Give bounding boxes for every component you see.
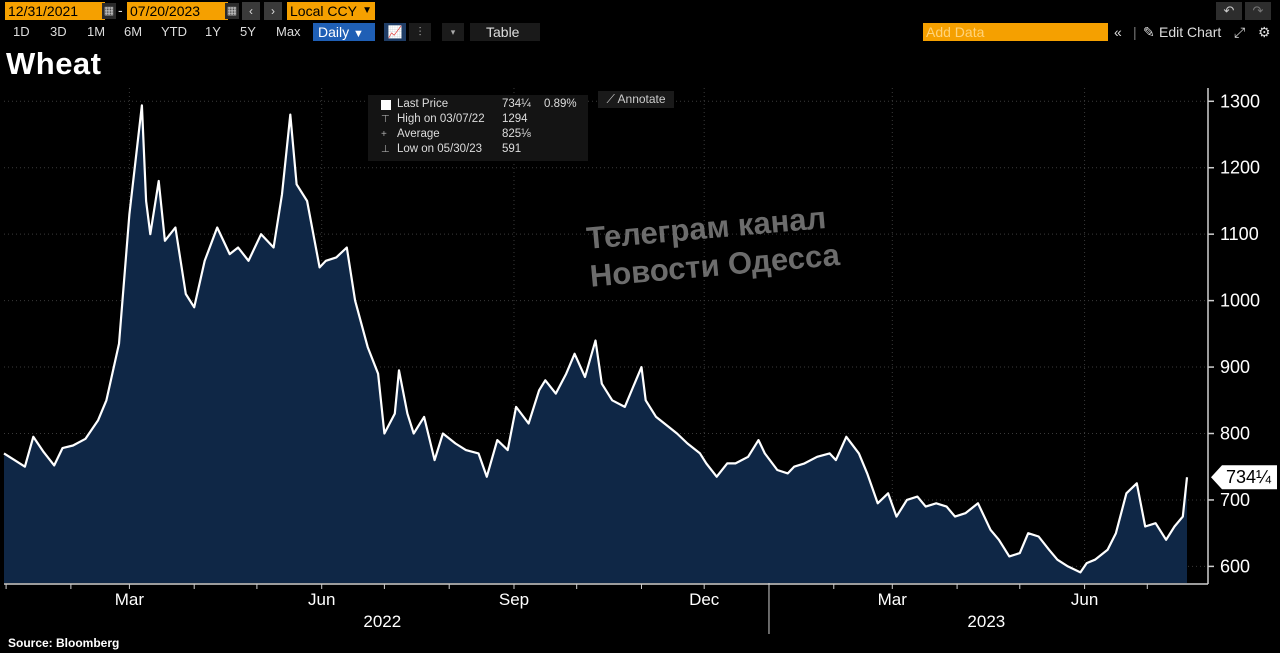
source-note: Source: Bloomberg	[8, 636, 120, 650]
legend-value: 825⅛	[502, 128, 531, 140]
legend-row-average: + Average 825⅛	[368, 127, 588, 142]
y-tick-label: 600	[1220, 556, 1250, 576]
y-tick-label: 700	[1220, 490, 1250, 510]
legend-row-low: ⊥ Low on 05/30/23 591	[368, 142, 588, 157]
start-date-field[interactable]: 12/31/2021	[5, 2, 105, 20]
last-price-tag-value: 734¼	[1226, 467, 1272, 487]
x-tick-label: Sep	[499, 590, 529, 609]
divider: |	[1133, 24, 1137, 40]
previous-period-button[interactable]: ‹	[242, 2, 260, 20]
bar-chart-icon[interactable]: ⫶	[409, 23, 431, 41]
legend-label: Last Price	[397, 98, 449, 110]
legend-label: Average	[397, 128, 440, 140]
range-1y[interactable]: 1Y	[205, 24, 221, 39]
calendar-icon[interactable]: ▦	[225, 3, 239, 19]
year-label: 2022	[363, 612, 401, 631]
table-button[interactable]: Table	[470, 23, 540, 41]
next-period-button[interactable]: ›	[264, 2, 282, 20]
expand-icon[interactable]: ⤢	[1234, 24, 1246, 40]
gear-icon[interactable]: ⚙	[1258, 24, 1271, 40]
legend-label: Low on 05/30/23	[397, 143, 483, 155]
legend-value: 734¼	[502, 98, 531, 110]
x-axis-labels: Mar Jun Sep Dec Mar Jun 2022 2023	[115, 590, 1099, 631]
currency-label: Local CCY	[290, 3, 357, 19]
date-separator: -	[118, 2, 123, 18]
legend-box: Last Price 734¼ 0.89% ⊤ High on 03/07/22…	[368, 95, 588, 161]
redo-icon[interactable]: ↷	[1245, 2, 1271, 20]
y-tick-label: 1000	[1220, 291, 1260, 311]
y-tick-label: 1200	[1220, 158, 1260, 178]
x-tick-label: Mar	[115, 590, 145, 609]
annotate-label: Annotate	[617, 92, 666, 106]
x-tick-label: Jun	[308, 590, 335, 609]
legend-change: 0.89%	[544, 98, 577, 110]
low-marker-icon: ⊥	[381, 144, 390, 155]
end-date-field[interactable]: 07/20/2023	[127, 2, 228, 20]
chevron-down-icon: ▼	[362, 5, 372, 16]
currency-select[interactable]: Local CCY ▼	[287, 2, 375, 20]
range-1d[interactable]: 1D	[13, 24, 30, 39]
edit-chart-button[interactable]: Edit Chart	[1159, 24, 1222, 40]
average-marker-icon: +	[381, 129, 387, 140]
range-3d[interactable]: 3D	[50, 24, 67, 39]
y-tick-label: 1300	[1220, 91, 1260, 111]
y-axis-labels: 600 700 800 900 1000 1100 1200 1300	[1208, 91, 1260, 576]
range-1m[interactable]: 1M	[87, 24, 106, 39]
chevron-down-icon: ▼	[353, 28, 364, 40]
year-label: 2023	[967, 612, 1005, 631]
legend-row-high: ⊤ High on 03/07/22 1294	[368, 112, 588, 127]
pencil-icon[interactable]: ✎	[1143, 24, 1155, 40]
x-tick-label: Mar	[878, 590, 908, 609]
x-tick-label: Jun	[1071, 590, 1098, 609]
legend-label: High on 03/07/22	[397, 113, 485, 125]
undo-icon[interactable]: ↶	[1216, 2, 1242, 20]
range-6m[interactable]: 6M	[124, 24, 143, 39]
collapse-icon[interactable]: «	[1114, 24, 1122, 40]
chart-type-dropdown-icon[interactable]: ▾	[442, 23, 464, 41]
x-tick-label: Dec	[689, 590, 720, 609]
pencil-icon: ⟋	[606, 92, 615, 106]
legend-row-last-price[interactable]: Last Price 734¼ 0.89%	[368, 97, 588, 112]
last-price-tag: 734¼	[1211, 465, 1277, 490]
frequency-label: Daily	[318, 24, 350, 40]
range-max[interactable]: Max	[276, 24, 301, 39]
legend-value: 1294	[502, 113, 528, 125]
annotate-button[interactable]: ⟋ Annotate	[598, 91, 674, 108]
high-marker-icon: ⊤	[381, 114, 390, 125]
range-ytd[interactable]: YTD	[161, 24, 187, 39]
add-data-input[interactable]: Add Data	[923, 23, 1108, 41]
calendar-icon[interactable]: ▦	[102, 3, 116, 19]
chart-title: Wheat	[6, 46, 102, 81]
top-toolbar: 12/31/2021 ▦ - 07/20/2023 ▦ ‹ › Local CC…	[0, 0, 1280, 22]
y-tick-label: 1100	[1220, 224, 1259, 244]
price-line	[3, 104, 1189, 574]
range-5y[interactable]: 5Y	[240, 24, 256, 39]
legend-value: 591	[502, 143, 522, 155]
chart-axes	[4, 88, 1209, 634]
y-tick-label: 800	[1220, 424, 1250, 444]
y-tick-label: 900	[1220, 357, 1250, 377]
series-swatch	[381, 100, 391, 110]
frequency-select[interactable]: Daily ▼	[313, 23, 375, 41]
line-chart-icon[interactable]: 📈	[384, 23, 406, 41]
